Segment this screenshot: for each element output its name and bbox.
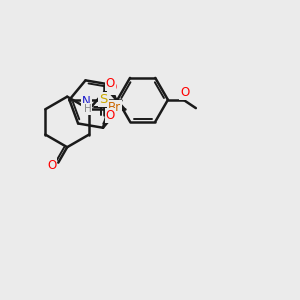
Text: S: S bbox=[99, 93, 108, 106]
Text: O: O bbox=[105, 109, 115, 122]
Text: O: O bbox=[105, 77, 115, 90]
Text: O: O bbox=[47, 158, 56, 172]
Text: O: O bbox=[180, 86, 190, 99]
Text: H: H bbox=[84, 104, 92, 114]
Text: Br: Br bbox=[107, 101, 121, 114]
Text: N: N bbox=[82, 95, 91, 108]
Text: O: O bbox=[108, 81, 117, 94]
